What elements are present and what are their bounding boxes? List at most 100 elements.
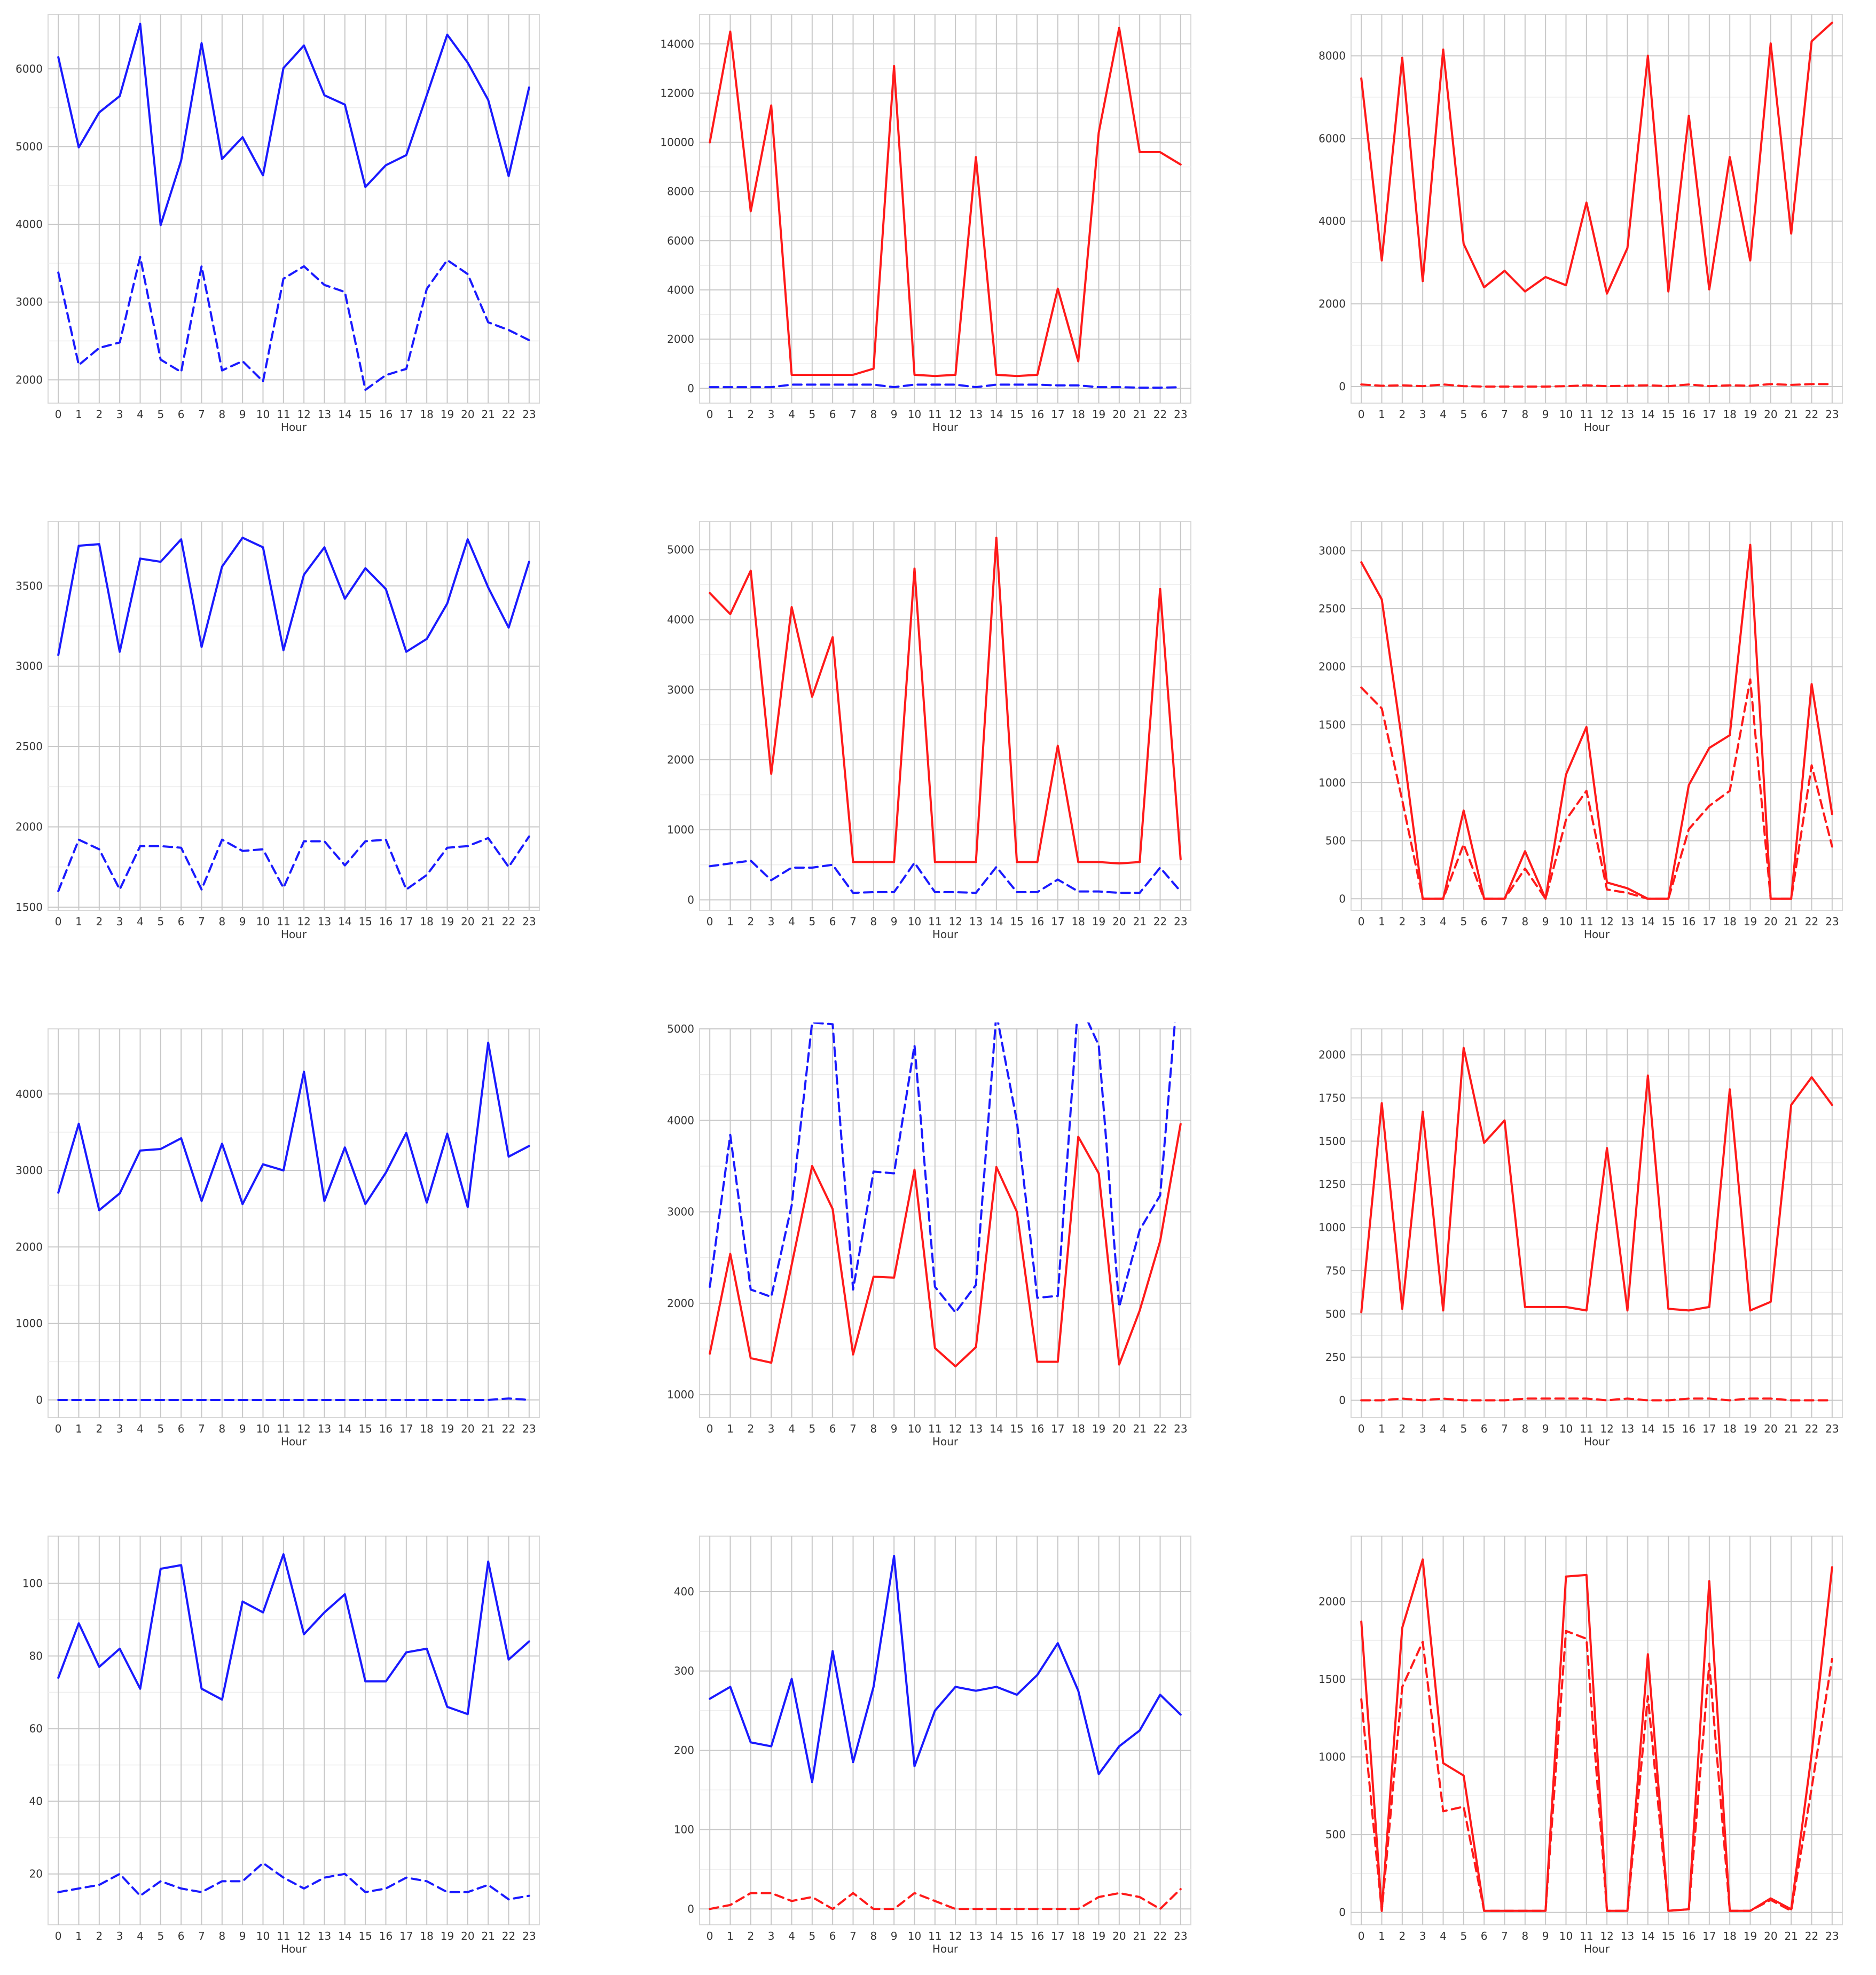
x-tick-label: 18: [420, 915, 433, 928]
x-tick-label: 10: [908, 408, 921, 421]
x-tick-label: 13: [318, 915, 331, 928]
x-tick-label: 13: [1621, 1930, 1634, 1942]
y-tick-label: 1000: [667, 1388, 694, 1401]
x-tick-label: 18: [420, 1422, 433, 1435]
y-tick-label: 1500: [1318, 718, 1346, 731]
x-tick-label: 18: [1071, 408, 1085, 421]
x-tick-label: 13: [1621, 915, 1634, 928]
y-tick-label: 14000: [660, 37, 694, 50]
y-tick-label: 5000: [667, 543, 694, 556]
x-axis-label: Hour: [932, 1942, 959, 1955]
y-tick-label: 8000: [1318, 49, 1346, 62]
x-tick-label: 6: [1481, 1930, 1488, 1942]
x-tick-label: 17: [1051, 1930, 1064, 1942]
x-tick-label: 16: [1031, 408, 1044, 421]
y-tick-label: 100: [22, 1577, 43, 1590]
x-tick-label: 23: [522, 915, 536, 928]
y-tick-label: 0: [1339, 1906, 1346, 1919]
x-tick-label: 14: [1641, 915, 1654, 928]
series-line-1-solid: [1360, 1046, 1833, 1313]
plot-area: [48, 1536, 540, 1925]
x-tick-label: 12: [297, 915, 310, 928]
x-tick-label: 19: [441, 408, 454, 421]
x-tick-label: 22: [502, 1422, 515, 1435]
x-tick-label: 1: [727, 1930, 734, 1942]
x-tick-label: 21: [1133, 408, 1146, 421]
x-tick-label: 1: [1378, 915, 1385, 928]
x-tick-label: 20: [1112, 1422, 1126, 1435]
x-tick-label: 21: [1784, 1930, 1797, 1942]
x-tick-label: 15: [1661, 1422, 1675, 1435]
series-line-1-solid: [57, 537, 530, 656]
x-tick-label: 23: [1174, 1930, 1187, 1942]
y-tick-label: 0: [36, 1394, 43, 1406]
x-tick-label: 12: [297, 408, 310, 421]
x-tick-label: 10: [256, 1930, 270, 1942]
x-tick-label: 21: [481, 1930, 494, 1942]
x-tick-label: 5: [809, 915, 815, 928]
x-tick-label: 1: [1378, 1422, 1385, 1435]
x-tick-label: 11: [1580, 408, 1593, 421]
series-line-1-solid: [1360, 1558, 1833, 1912]
x-tick-label: 2: [96, 408, 103, 421]
x-tick-label: 0: [707, 408, 713, 421]
x-tick-label: 21: [481, 408, 494, 421]
x-tick-label: 7: [850, 408, 857, 421]
x-tick-label: 16: [1682, 408, 1696, 421]
x-tick-label: 21: [1784, 408, 1797, 421]
plot-area: [48, 14, 540, 404]
x-tick-label: 16: [379, 915, 393, 928]
x-tick-label: 6: [178, 408, 185, 421]
x-tick-label: 1: [75, 408, 82, 421]
x-tick-label: 22: [502, 915, 515, 928]
x-tick-label: 20: [1112, 1930, 1126, 1942]
series-line-2-dashed: [1360, 1397, 1833, 1402]
series-line-2-dashed: [57, 835, 530, 892]
plot-area: [48, 1028, 540, 1418]
x-axis-label: Hour: [1584, 421, 1610, 434]
x-tick-label: 10: [256, 915, 270, 928]
x-tick-label: 19: [1092, 1930, 1105, 1942]
x-tick-label: 0: [55, 1930, 62, 1942]
x-tick-label: 10: [1559, 1930, 1573, 1942]
x-tick-label: 14: [1641, 1422, 1654, 1435]
x-tick-label: 19: [441, 1930, 454, 1942]
x-tick-label: 17: [399, 1422, 413, 1435]
x-tick-label: 2: [1399, 915, 1406, 928]
x-tick-label: 17: [399, 915, 413, 928]
plot-area: [699, 14, 1191, 404]
x-tick-label: 7: [1501, 408, 1508, 421]
x-tick-label: 5: [157, 1422, 164, 1435]
series-line-2-dashed: [709, 1888, 1182, 1910]
x-tick-label: 17: [399, 408, 413, 421]
x-tick-label: 8: [870, 1422, 877, 1435]
series-line-1-solid: [57, 22, 530, 226]
series-line-2-dashed: [1360, 678, 1833, 900]
y-tick-label: 2000: [667, 333, 694, 345]
x-tick-label: 11: [277, 915, 290, 928]
x-tick-label: 9: [891, 1422, 898, 1435]
x-tick-label: 2: [747, 408, 754, 421]
x-tick-label: 7: [1501, 1422, 1508, 1435]
x-tick-label: 12: [1600, 408, 1613, 421]
x-tick-label: 16: [1682, 1422, 1696, 1435]
x-tick-label: 2: [747, 915, 754, 928]
x-tick-label: 22: [1153, 1930, 1167, 1942]
x-tick-label: 6: [829, 915, 836, 928]
y-tick-label: 1500: [1318, 1673, 1346, 1686]
x-tick-label: 18: [1723, 408, 1736, 421]
x-tick-label: 22: [1805, 915, 1818, 928]
y-tick-label: 2000: [15, 821, 43, 833]
x-tick-label: 12: [1600, 915, 1613, 928]
x-tick-label: 14: [338, 915, 351, 928]
y-tick-label: 2000: [1318, 660, 1346, 673]
y-tick-label: 6000: [15, 62, 43, 75]
x-tick-label: 5: [1460, 915, 1467, 928]
x-tick-label: 14: [1641, 1930, 1654, 1942]
x-tick-label: 4: [137, 915, 144, 928]
x-tick-label: 22: [1805, 408, 1818, 421]
